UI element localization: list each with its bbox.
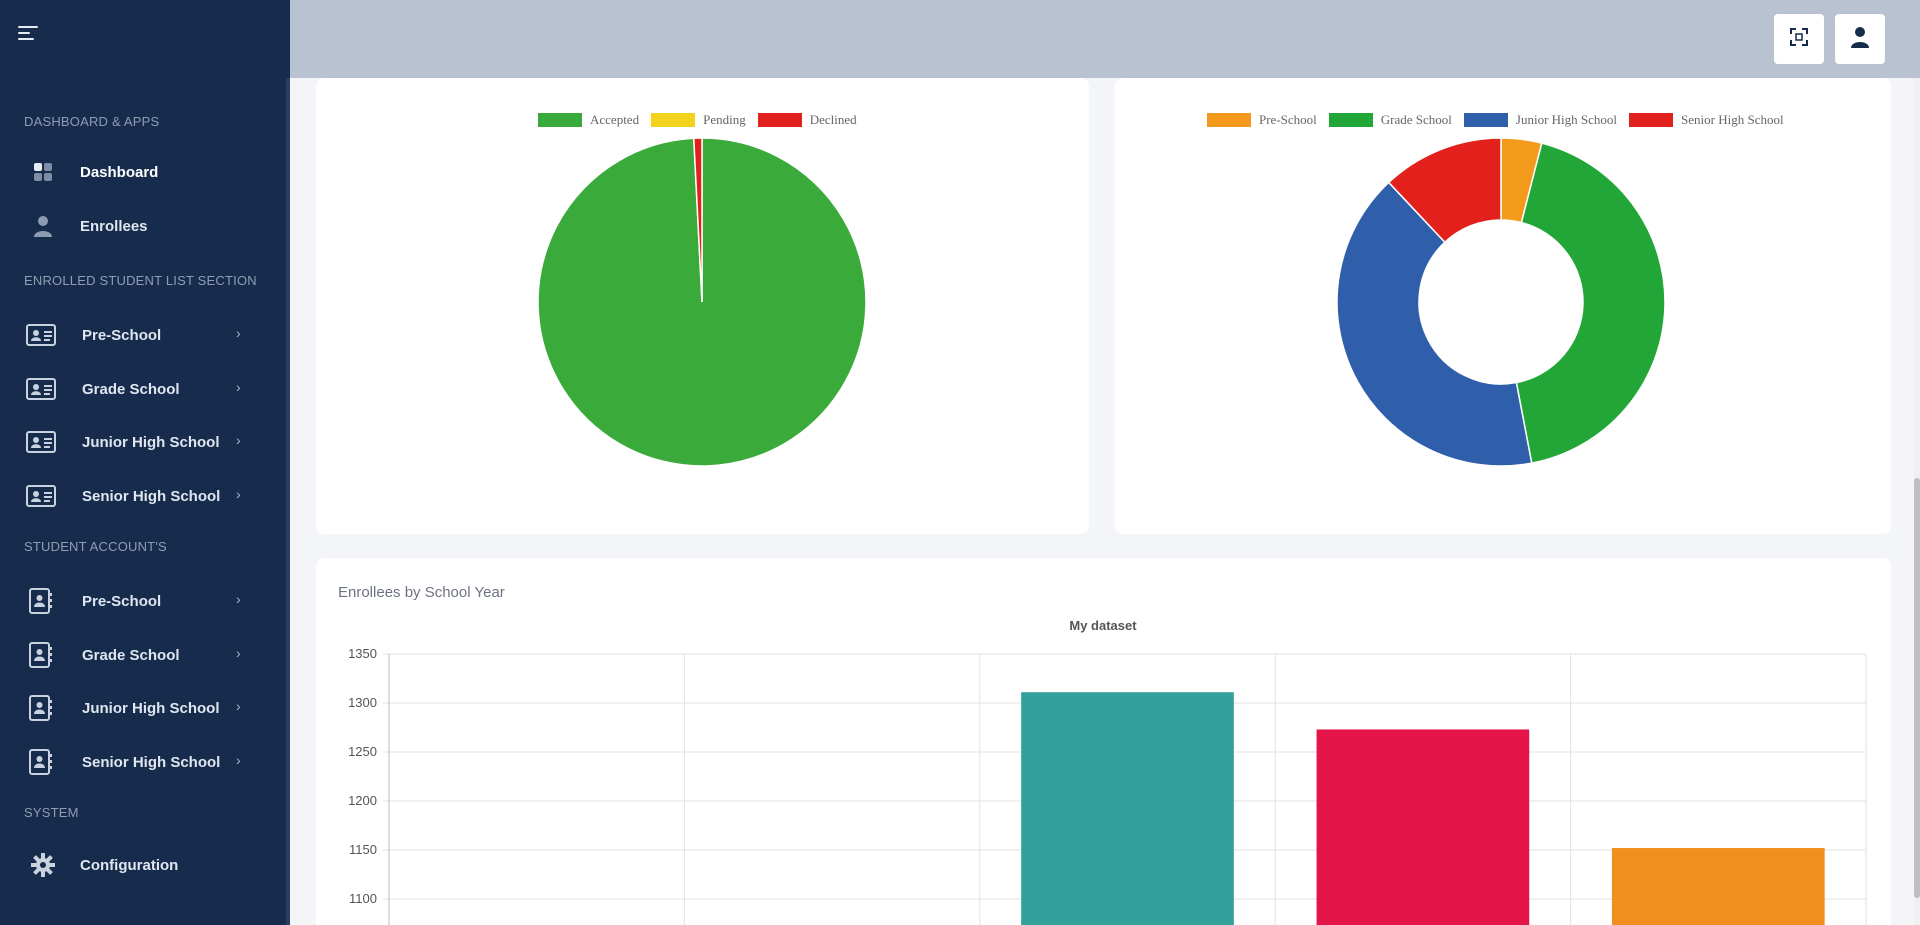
status-legend: Accepted Pending Declined xyxy=(538,112,869,128)
fullscreen-icon xyxy=(1790,27,1808,51)
enrollees-bar-chart: My dataset 1350 1300 1250 1200 1150 1100 xyxy=(348,618,1867,925)
user-icon xyxy=(28,213,58,239)
section-title-enrolled: ENROLLED STUDENT LIST SECTION xyxy=(24,273,257,288)
sidebar-item-label: Configuration xyxy=(80,856,179,874)
id-card-icon xyxy=(26,322,56,348)
y-tick-label: 1350 xyxy=(348,646,377,661)
user-icon xyxy=(1850,26,1870,53)
sidebar-item-label: Senior High School xyxy=(82,753,221,771)
sidebar-item-enrollees[interactable]: Enrollees xyxy=(0,202,270,250)
id-card-icon xyxy=(26,483,56,509)
chevron-right-icon: › xyxy=(236,379,241,395)
legend-item-declined[interactable]: Declined xyxy=(757,112,857,128)
sidebar-item-label: Senior High School xyxy=(82,487,221,505)
sidebar-item-configuration[interactable]: Configuration xyxy=(0,841,270,889)
chevron-right-icon: › xyxy=(236,698,241,714)
legend-item-pending[interactable]: Pending xyxy=(651,112,746,128)
y-tick-label: 1100 xyxy=(349,891,377,906)
chevron-right-icon: › xyxy=(236,486,241,502)
sidebar-item-label: Dashboard xyxy=(80,163,159,181)
dashboard-icon xyxy=(28,159,58,185)
legend-item-preschool[interactable]: Pre-School xyxy=(1207,112,1317,128)
sidebar-item-account-juniorhigh[interactable]: Junior High School › xyxy=(0,684,270,732)
sidebar-item-dashboard[interactable]: Dashboard xyxy=(0,148,270,196)
sidebar-item-label: Pre-School xyxy=(82,592,162,610)
pie-slice-junior-high-school[interactable] xyxy=(1336,181,1533,467)
chevron-right-icon: › xyxy=(236,432,241,448)
sidebar-item-label: Junior High School xyxy=(82,433,220,451)
legend-item-juniorhigh[interactable]: Junior High School xyxy=(1463,112,1618,128)
chevron-right-icon: › xyxy=(236,645,241,661)
sidebar-item-account-preschool[interactable]: Pre-School › xyxy=(0,577,270,625)
bar-5[interactable] xyxy=(1611,848,1825,925)
pie-slice-grade-school[interactable] xyxy=(1515,142,1666,464)
chevron-right-icon: › xyxy=(236,325,241,341)
sidebar-item-label: Enrollees xyxy=(80,217,148,235)
chevron-right-icon: › xyxy=(236,591,241,607)
level-donut-card: Pre-School Grade School Junior High Scho… xyxy=(1115,78,1891,534)
legend-label: Junior High School xyxy=(1515,112,1618,127)
contact-book-icon xyxy=(26,749,56,775)
sidebar-item-label: Pre-School xyxy=(82,326,162,344)
legend-label: Declined xyxy=(809,112,857,127)
status-pie-card: Accepted Pending Declined xyxy=(316,78,1089,534)
page-scrollbar[interactable] xyxy=(1914,78,1920,925)
legend-label: Pending xyxy=(703,112,746,127)
y-tick-label: 1200 xyxy=(348,793,377,808)
legend-label: Grade School xyxy=(1380,112,1452,127)
legend-label: Accepted xyxy=(590,112,640,127)
y-tick-label: 1300 xyxy=(348,695,377,710)
legend-item-gradeschool[interactable]: Grade School xyxy=(1328,112,1452,128)
gear-icon xyxy=(28,852,58,878)
y-tick-label: 1150 xyxy=(349,842,377,857)
sidebar-item-enrolled-juniorhigh[interactable]: Junior High School › xyxy=(0,418,270,466)
page-scrollbar-thumb[interactable] xyxy=(1914,478,1920,898)
level-donut-chart xyxy=(1336,137,1666,467)
profile-button[interactable] xyxy=(1835,14,1885,64)
legend-label: Senior High School xyxy=(1681,112,1784,127)
chart-title: My dataset xyxy=(1069,618,1137,633)
contact-book-icon xyxy=(26,695,56,721)
sidebar-item-enrolled-gradeschool[interactable]: Grade School › xyxy=(0,365,270,413)
sidebar-item-enrolled-seniorhigh[interactable]: Senior High School › xyxy=(0,472,270,520)
top-header xyxy=(290,0,1920,78)
sidebar-scrollbar[interactable] xyxy=(286,78,290,925)
sidebar: DASHBOARD & APPS Dashboard Enrollees ENR… xyxy=(0,0,290,925)
section-title-accounts: STUDENT ACCOUNT'S xyxy=(24,539,167,554)
menu-toggle-icon[interactable] xyxy=(18,26,38,42)
pie-slice-senior-high-school[interactable] xyxy=(1387,137,1502,244)
y-tick-label: 1250 xyxy=(348,744,377,759)
level-legend: Pre-School Grade School Junior High Scho… xyxy=(1207,112,1796,128)
legend-label: Pre-School xyxy=(1259,112,1317,127)
sidebar-item-label: Grade School xyxy=(82,380,180,398)
section-title-system: SYSTEM xyxy=(24,805,79,820)
contact-book-icon xyxy=(26,588,56,614)
legend-item-accepted[interactable]: Accepted xyxy=(538,112,639,128)
bar-3[interactable] xyxy=(1021,692,1234,925)
legend-item-seniorhigh[interactable]: Senior High School xyxy=(1629,112,1784,128)
bar-card-title: Enrollees by School Year xyxy=(338,584,505,601)
sidebar-item-account-seniorhigh[interactable]: Senior High School › xyxy=(0,738,270,786)
sidebar-item-label: Grade School xyxy=(82,646,180,664)
status-pie-chart xyxy=(537,137,867,467)
contact-book-icon xyxy=(26,642,56,668)
sidebar-item-account-gradeschool[interactable]: Grade School › xyxy=(0,631,270,679)
pie-slice-declined[interactable] xyxy=(692,137,703,303)
id-card-icon xyxy=(26,429,56,455)
section-title-apps: DASHBOARD & APPS xyxy=(24,114,160,129)
fullscreen-button[interactable] xyxy=(1774,14,1824,64)
bar-4[interactable] xyxy=(1316,729,1530,925)
sidebar-item-enrolled-preschool[interactable]: Pre-School › xyxy=(0,311,270,359)
sidebar-item-label: Junior High School xyxy=(82,699,220,717)
id-card-icon xyxy=(26,376,56,402)
chevron-right-icon: › xyxy=(236,752,241,768)
